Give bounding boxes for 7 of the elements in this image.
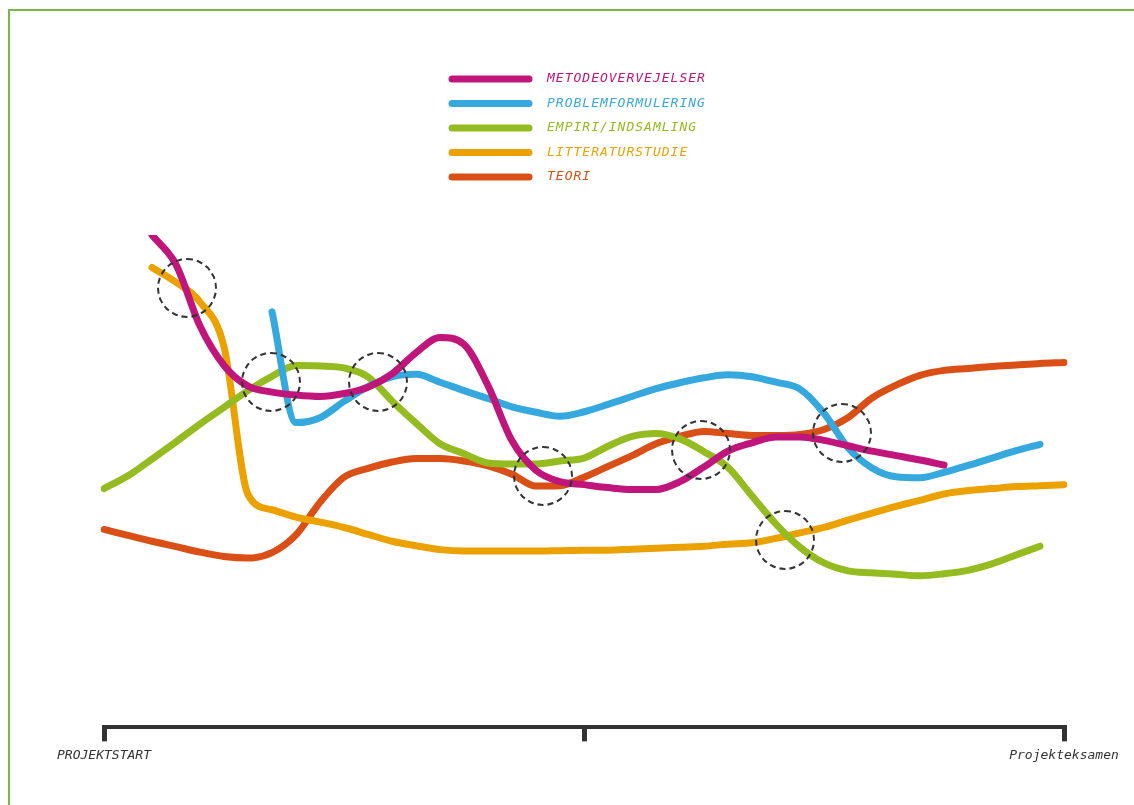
x-tick-label: Projekteksamen <box>1009 746 1119 762</box>
text: METODEOVERVEJELSER <box>546 70 706 86</box>
text: EMPIRI/INDSAMLING <box>547 119 698 135</box>
text: LITTERATURSTUDIE <box>547 143 689 159</box>
text: TEORI <box>547 168 592 184</box>
text: PROBLEMFORMULERING <box>547 94 706 110</box>
x-tick-label: PROJEKTSTART <box>57 746 153 762</box>
